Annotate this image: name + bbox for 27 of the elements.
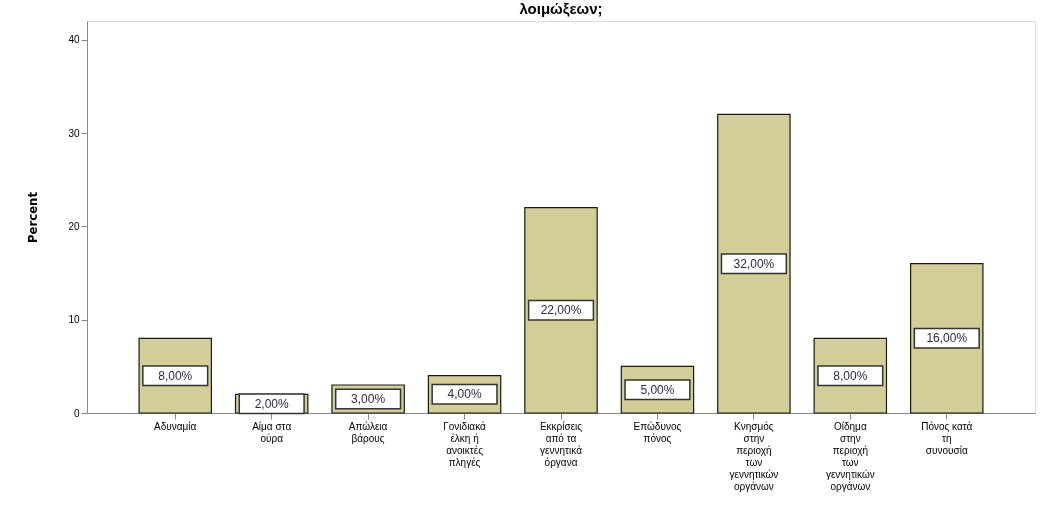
- data-label: 2,00%: [254, 396, 290, 411]
- x-tick-label: Επώδυνος πόνος: [633, 420, 682, 444]
- bar: [717, 113, 791, 414]
- data-label: 5,00%: [640, 382, 675, 397]
- data-label: 32,00%: [733, 256, 775, 271]
- x-tick-label: Πόνος κατά τη συνουσία: [921, 420, 973, 456]
- x-tick-label: Αδυναμία: [154, 420, 197, 432]
- y-tick-label: 30: [68, 127, 80, 139]
- y-tick-label: 0: [73, 407, 80, 419]
- x-tick-label: Κνησμός στην περιοχή των γεννητικών οργάνων: [729, 420, 779, 492]
- x-tick-label: Οίδημα στην περιοχή των γεννητικών οργάνων: [825, 420, 875, 492]
- bar: [524, 207, 598, 414]
- y-tick-label: 40: [68, 34, 80, 46]
- x-tick-label: Εκκρίσεις από τα γεννητικά όργανα: [539, 420, 583, 468]
- x-tick-label: Αίμα στα ούρα: [252, 420, 292, 444]
- y-tick-label: 20: [68, 220, 80, 232]
- x-tick-label: Γονιδιακά έλκη ή ανοικτές πληγές: [443, 420, 487, 468]
- y-tick-label: 10: [68, 314, 80, 326]
- x-tick-label: Απώλεια βάρους: [348, 420, 388, 444]
- data-label: 8,00%: [158, 368, 193, 383]
- data-label: 16,00%: [926, 331, 968, 346]
- data-label: 3,00%: [351, 392, 386, 406]
- data-label: 22,00%: [540, 303, 582, 318]
- data-label: 8,00%: [833, 368, 868, 383]
- data-label: 4,00%: [447, 387, 482, 402]
- y-axis-title: Percent: [25, 191, 41, 244]
- chart-title: λοιμώξεων;: [519, 0, 603, 17]
